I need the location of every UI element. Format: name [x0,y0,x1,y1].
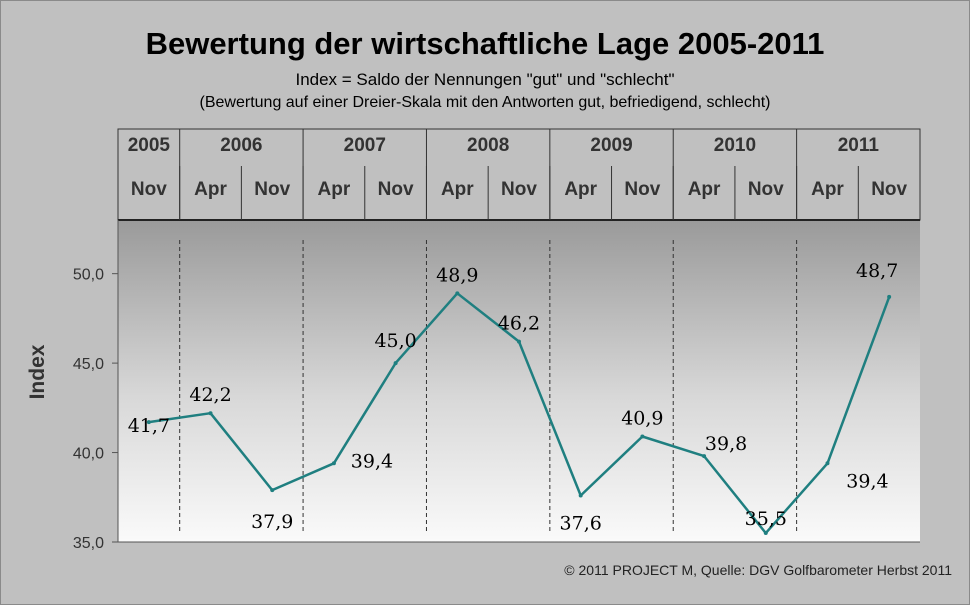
data-label: 46,2 [498,313,540,335]
period-label: Nov [624,179,660,200]
plot-area [118,220,920,542]
data-label: 39,4 [351,450,393,472]
year-label: 2005 [128,135,171,156]
period-label: Nov [254,179,290,200]
data-point [393,361,398,366]
year-label: 2011 [838,135,880,156]
data-point [270,488,275,493]
data-point [517,339,521,344]
year-label: 2010 [714,135,756,156]
year-label: 2008 [467,135,509,156]
data-label: 37,6 [560,512,602,534]
data-point [640,434,645,439]
data-point [825,461,830,466]
y-tick-label: 40,0 [73,446,104,463]
period-label: Nov [501,179,537,200]
chart-subtitle-scale: (Bewertung auf einer Dreier-Skala mit de… [199,94,771,111]
data-point [887,294,892,299]
copyright-note: © 2011 PROJECT M, Quelle: DGV Golfbarome… [564,562,952,578]
data-point [208,411,213,416]
data-point [455,291,460,296]
period-label: Nov [378,179,414,200]
data-label: 48,7 [856,260,898,282]
data-point [702,454,707,459]
data-label: 39,4 [846,470,888,492]
data-point [331,461,336,466]
year-label: 2009 [590,135,632,156]
y-tick-label: 35,0 [73,535,104,552]
data-label: 39,8 [705,433,747,455]
data-point [763,531,768,536]
period-label: Apr [318,179,351,200]
year-label: 2006 [220,135,262,156]
period-label: Apr [441,179,474,200]
chart-subtitle: Index = Saldo der Nennungen "gut" und "s… [295,70,675,89]
data-point [146,420,151,425]
y-axis-label: Index [26,344,49,399]
data-label: 41,7 [128,415,170,437]
period-label: Apr [564,179,597,200]
year-label: 2007 [344,135,386,156]
chart-title: Bewertung der wirtschaftliche Lage 2005-… [145,26,825,61]
period-header [117,128,921,221]
period-label: Nov [748,179,784,200]
y-tick-label: 50,0 [73,267,104,284]
period-label: Nov [131,179,167,200]
data-label: 45,0 [374,330,416,352]
data-label: 37,9 [251,511,293,533]
data-label: 35,5 [745,508,787,530]
period-label: Apr [688,179,721,200]
period-label: Apr [811,179,844,200]
y-tick-label: 45,0 [73,356,104,373]
period-label: Apr [194,179,227,200]
data-label: 40,9 [621,407,663,429]
data-label: 42,2 [189,384,231,406]
data-label: 48,9 [436,264,478,286]
period-label: Nov [871,179,907,200]
data-point [578,493,583,498]
